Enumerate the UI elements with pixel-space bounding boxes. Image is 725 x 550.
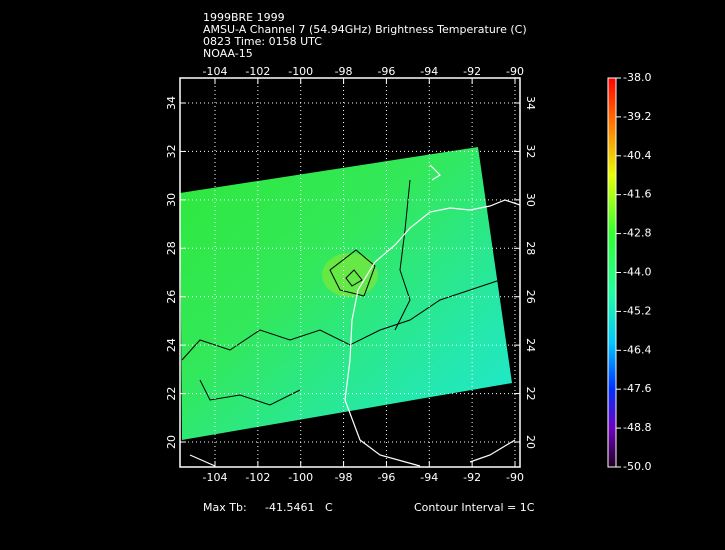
lon-tick-label: -100 bbox=[288, 65, 313, 78]
lat-tick-label: 22 bbox=[524, 387, 537, 401]
lon-tick-label: -92 bbox=[463, 471, 481, 484]
lat-tick-label: 24 bbox=[165, 338, 178, 352]
lon-tick-label: -90 bbox=[506, 471, 524, 484]
lon-tick-label: -104 bbox=[203, 65, 228, 78]
lat-tick-label: 32 bbox=[524, 144, 537, 158]
lon-tick-label: -90 bbox=[506, 65, 524, 78]
colorbar bbox=[607, 77, 617, 468]
lat-tick-label: 28 bbox=[524, 241, 537, 255]
footer: Max Tb: -41.5461 C Contour Interval = 1C bbox=[203, 501, 535, 514]
lat-tick-label: 30 bbox=[524, 193, 537, 207]
lat-tick-label: 26 bbox=[524, 290, 537, 304]
colorbar-label: -45.2 bbox=[623, 304, 651, 317]
lon-tick-label: -98 bbox=[335, 65, 353, 78]
colorbar-label: -48.8 bbox=[623, 421, 651, 434]
lon-tick-label: -102 bbox=[245, 65, 270, 78]
header-line: AMSU-A Channel 7 (54.94GHz) Brightness T… bbox=[203, 23, 527, 36]
colorbar-label: -44.0 bbox=[623, 266, 651, 279]
map-frame bbox=[179, 77, 521, 468]
lon-tick-label: -100 bbox=[288, 471, 313, 484]
lat-tick-label: 32 bbox=[165, 144, 178, 158]
footer-label: Max Tb: bbox=[203, 501, 247, 514]
lon-tick-label: -102 bbox=[245, 471, 270, 484]
colorbar-label: -47.6 bbox=[623, 382, 651, 395]
lon-tick-label: -98 bbox=[335, 471, 353, 484]
footer-value: -41.5461 bbox=[265, 501, 314, 514]
lat-tick-label: 28 bbox=[165, 241, 178, 255]
footer-contour: Contour Interval = 1C bbox=[414, 501, 535, 514]
lat-tick-label: 34 bbox=[524, 96, 537, 110]
contours bbox=[181, 179, 501, 406]
colorbar-label: -46.4 bbox=[623, 343, 651, 356]
header: 1999BRE 1999 AMSU-A Channel 7 (54.94GHz)… bbox=[203, 11, 527, 60]
colorbar-label: -39.2 bbox=[623, 110, 651, 123]
lon-tick-label: -94 bbox=[420, 471, 438, 484]
lat-tick-label: 26 bbox=[165, 290, 178, 304]
header-line: NOAA-15 bbox=[203, 47, 253, 60]
lat-tick-label: 20 bbox=[524, 435, 537, 449]
lat-tick-label: 20 bbox=[165, 435, 178, 449]
colorbar-label: -38.0 bbox=[623, 71, 651, 84]
warm-core bbox=[322, 253, 378, 297]
lat-tick-label: 30 bbox=[165, 193, 178, 207]
lat-tick-label: 24 bbox=[524, 338, 537, 352]
map bbox=[180, 147, 521, 467]
lat-tick-label: 34 bbox=[165, 96, 178, 110]
colorbar-label: -40.4 bbox=[623, 149, 651, 162]
header-line: 1999BRE 1999 bbox=[203, 11, 285, 24]
colorbar-label: -42.8 bbox=[623, 227, 651, 240]
lon-tick-label: -92 bbox=[463, 65, 481, 78]
lat-tick-label: 22 bbox=[165, 387, 178, 401]
colorbar-label: -41.6 bbox=[623, 188, 651, 201]
colorbar-label: -50.0 bbox=[623, 460, 651, 473]
lon-tick-label: -104 bbox=[203, 471, 228, 484]
lon-tick-label: -96 bbox=[377, 471, 395, 484]
footer-unit: C bbox=[325, 501, 333, 514]
lon-tick-label: -94 bbox=[420, 65, 438, 78]
coastline bbox=[189, 164, 521, 467]
header-line: 0823 Time: 0158 UTC bbox=[203, 35, 322, 48]
lon-tick-label: -96 bbox=[377, 65, 395, 78]
